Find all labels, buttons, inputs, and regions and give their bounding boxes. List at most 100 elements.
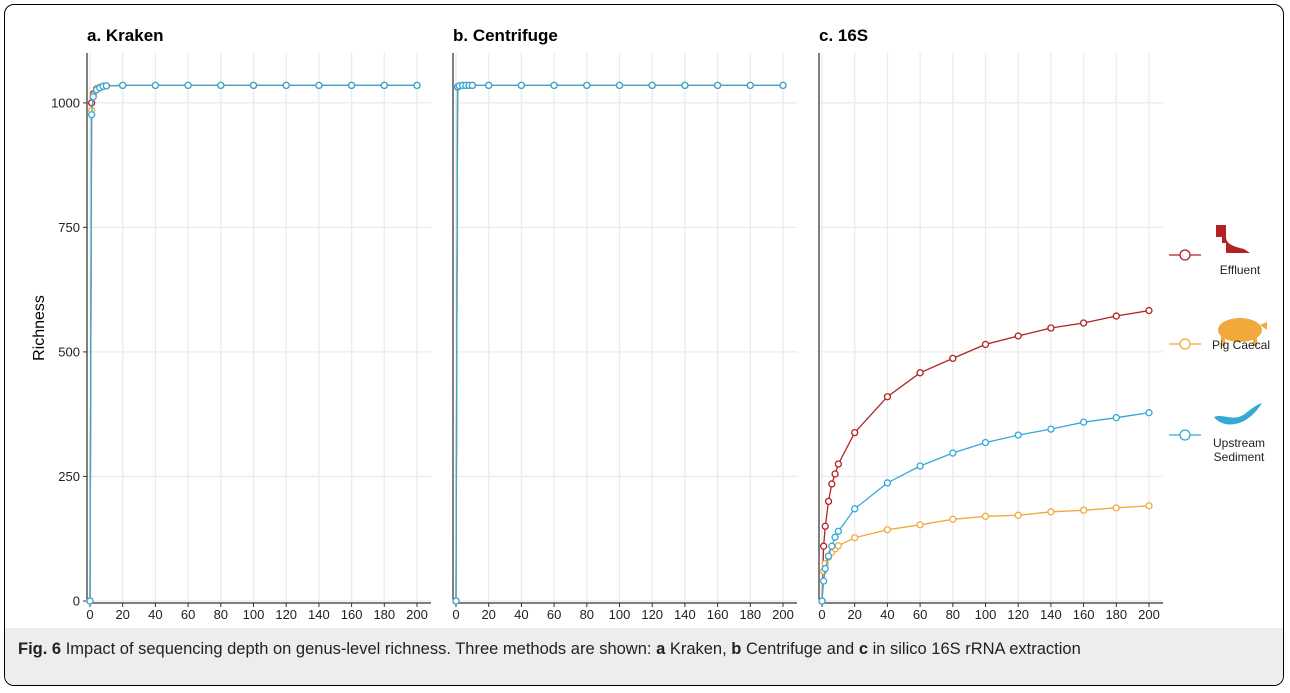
data-point <box>851 505 859 513</box>
x-tick-label: 20 <box>847 607 861 622</box>
data-point <box>831 470 839 478</box>
data-point <box>87 111 96 119</box>
data-point <box>1014 511 1022 519</box>
x-tick-label: 160 <box>1073 607 1095 622</box>
x-tick-label: 160 <box>341 607 363 622</box>
data-point <box>1145 502 1153 510</box>
pig-snout <box>1260 322 1267 330</box>
data-point <box>828 480 836 488</box>
data-point <box>102 82 110 90</box>
legend-label-line: Sediment <box>1214 450 1265 464</box>
chart-canvas: 0 20 40 60 80 100 120 140 160 180 2000250500750100… <box>31 26 1270 646</box>
data-point <box>981 340 990 349</box>
data-point <box>1112 504 1120 512</box>
x-tick-label: 140 <box>674 607 696 622</box>
caption-c: c <box>858 640 868 658</box>
data-point <box>1047 425 1055 433</box>
sediment-stream-icon <box>1214 403 1262 425</box>
data-point <box>883 393 892 401</box>
data-point <box>779 81 787 90</box>
data-point <box>380 81 388 90</box>
legend-marker <box>1179 249 1191 261</box>
caption-fig-label: Fig. 6 <box>18 640 62 658</box>
panel-title: c. 16S <box>819 26 868 45</box>
panel-1: 0 20 40 60 80 100 120 140 160 180 200 0 250 500 750 100… <box>51 26 431 622</box>
data-point <box>819 542 828 550</box>
data-point <box>648 81 656 90</box>
data-point <box>883 479 892 487</box>
legend-label: Upstream Sediment <box>1213 436 1265 464</box>
x-tick-label: 40 <box>880 607 894 622</box>
data-point <box>916 462 924 470</box>
data-point <box>217 81 225 90</box>
data-point <box>681 81 689 90</box>
x-tick-label: 0 <box>818 607 825 622</box>
data-point <box>828 542 836 550</box>
x-tick-label: 20 <box>481 607 495 622</box>
x-tick-label: 200 <box>1138 607 1160 622</box>
data-point <box>1047 324 1055 332</box>
data-point <box>824 552 833 560</box>
data-point <box>834 542 842 550</box>
x-tick-label: 140 <box>1040 607 1062 622</box>
caption-c-text: in silico 16S rRNA extraction <box>868 640 1081 658</box>
x-tick-label: 80 <box>580 607 594 622</box>
data-point <box>949 515 957 523</box>
data-point <box>851 534 859 542</box>
y-tick-label: 750 <box>58 220 80 235</box>
data-point <box>119 81 127 90</box>
x-tick-label: 120 <box>641 607 663 622</box>
data-point <box>485 81 493 90</box>
x-tick-label: 120 <box>1007 607 1029 622</box>
x-tick-label: 200 <box>772 607 794 622</box>
legend-item: Pig Caecal <box>1169 318 1270 352</box>
data-point <box>824 497 833 506</box>
data-point <box>1112 414 1120 422</box>
panel-2: 0 20 40 60 80 100 120 140 160 180 200 b. Centrifuge <box>452 26 797 622</box>
figure-caption: Fig. 6 Impact of sequencing depth on gen… <box>18 638 1274 682</box>
data-point <box>315 81 323 90</box>
y-tick-label: 500 <box>58 344 80 359</box>
data-point <box>713 81 722 90</box>
data-point <box>981 438 990 447</box>
data-point <box>916 521 924 529</box>
panel-title: a. Kraken <box>87 26 164 45</box>
data-point <box>1079 506 1088 514</box>
data-point <box>1014 431 1022 439</box>
x-tick-label: 20 <box>115 607 129 622</box>
x-tick-label: 80 <box>946 607 960 622</box>
legend-item: Upstream Sediment <box>1169 403 1265 464</box>
panel-title: b. Centrifuge <box>453 26 558 45</box>
data-point <box>1047 508 1055 516</box>
caption-line: Impact of sequencing depth on genus-leve… <box>65 640 657 658</box>
caption-band: Fig. 6 Impact of sequencing depth on gen… <box>5 628 1283 685</box>
pig-icon <box>1218 318 1267 346</box>
caption-a-text: Kraken, <box>665 640 732 658</box>
data-point <box>831 533 839 541</box>
data-point <box>413 81 421 90</box>
data-point <box>452 597 460 605</box>
data-point <box>347 81 356 90</box>
effluent-pipe-icon <box>1216 225 1250 253</box>
pig-body <box>1218 318 1262 342</box>
data-point <box>583 81 591 90</box>
x-tick-label: 120 <box>275 607 297 622</box>
x-tick-label: 180 <box>1105 607 1127 622</box>
legend-item: Effluent <box>1169 225 1261 277</box>
data-point <box>1079 319 1088 327</box>
data-point <box>249 81 258 90</box>
data-point <box>89 93 97 101</box>
data-point <box>550 81 558 90</box>
y-tick-label: 0 <box>73 594 80 609</box>
x-tick-label: 60 <box>547 607 561 622</box>
legend-label: Pig Caecal <box>1212 338 1270 352</box>
x-tick-label: 100 <box>975 607 997 622</box>
data-point <box>916 369 924 377</box>
data-point <box>746 81 754 90</box>
x-tick-label: 200 <box>406 607 428 622</box>
data-point <box>615 81 624 90</box>
caption-a: a <box>656 640 666 658</box>
x-tick-label: 0 <box>452 607 459 622</box>
data-point <box>883 526 892 534</box>
data-point <box>184 81 192 90</box>
